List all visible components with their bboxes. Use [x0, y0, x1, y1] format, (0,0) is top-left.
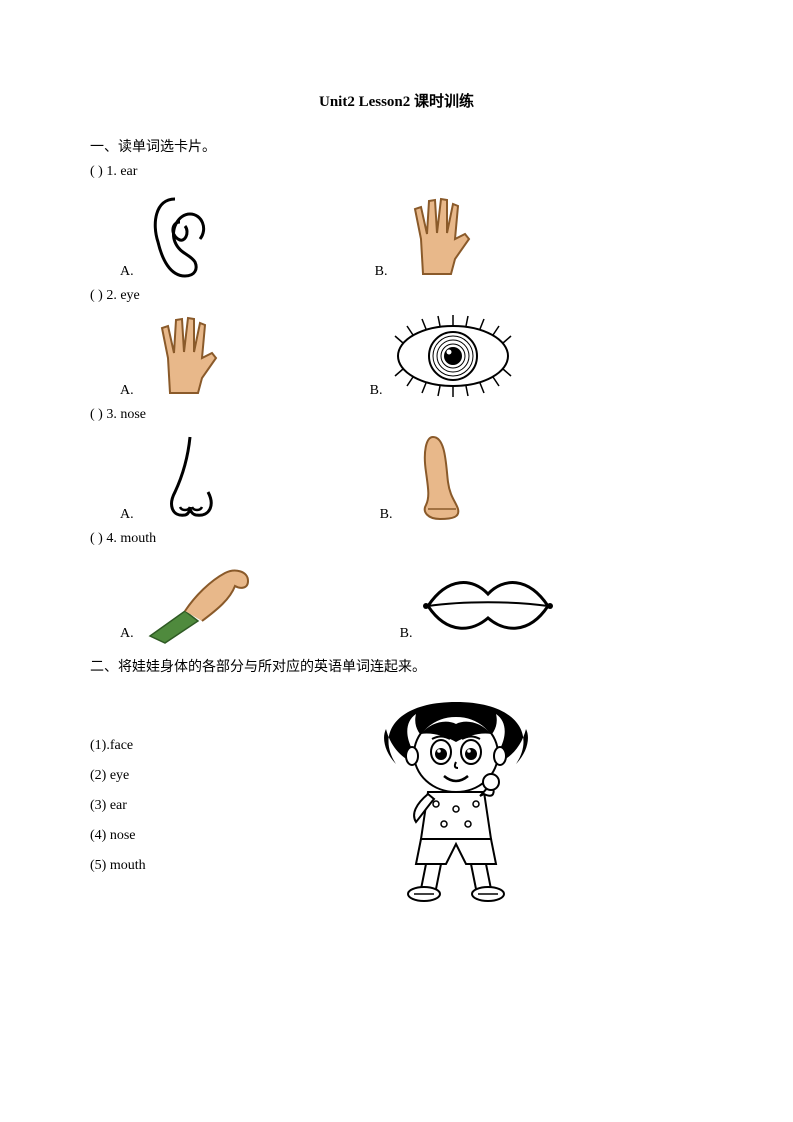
hand-icon [393, 189, 483, 284]
section2-heading: 二、将娃娃身体的各部分与所对应的英语单词连起来。 [90, 656, 703, 676]
q2-choices: A. B. [120, 308, 703, 403]
hand-icon [140, 308, 230, 403]
section2-word-list: (1).face (2) eye (3) ear (4) nose (5) mo… [90, 724, 146, 888]
q1-text: ( ) 1. ear [90, 164, 703, 180]
q3-a-label: A. [120, 507, 134, 527]
page-title: Unit2 Lesson2 课时训练 [90, 90, 703, 111]
q3-choice-b[interactable]: B. [380, 427, 474, 527]
q1-choices: A. B. [120, 184, 703, 284]
q4-choices: A. B. [120, 551, 703, 646]
q3-b-label: B. [380, 507, 393, 527]
q4-text: ( ) 4. mouth [90, 531, 703, 547]
word-eye[interactable]: (2) eye [90, 768, 146, 784]
q3-choices: A. B. [120, 427, 703, 527]
worksheet-page: Unit2 Lesson2 课时训练 一、读单词选卡片。 ( ) 1. ear … [0, 0, 793, 959]
q2-choice-b[interactable]: B. [370, 308, 519, 403]
q3-text: ( ) 3. nose [90, 407, 703, 423]
leg-icon [140, 551, 260, 646]
q2-text: ( ) 2. eye [90, 288, 703, 304]
q4-choice-b[interactable]: B. [400, 566, 559, 646]
section1-heading: 一、读单词选卡片。 [90, 136, 703, 156]
section2-content: (1).face (2) eye (3) ear (4) nose (5) mo… [90, 694, 703, 909]
q4-b-label: B. [400, 626, 413, 646]
q2-a-label: A. [120, 383, 134, 403]
q4-a-label: A. [120, 626, 134, 646]
word-nose[interactable]: (4) nose [90, 828, 146, 844]
q3-choice-a[interactable]: A. [120, 427, 240, 527]
q1-choice-a[interactable]: A. [120, 184, 235, 284]
q1-b-label: B. [375, 264, 388, 284]
q2-b-label: B. [370, 383, 383, 403]
q1-choice-b[interactable]: B. [375, 189, 484, 284]
nose-icon [140, 427, 240, 527]
q2-choice-a[interactable]: A. [120, 308, 230, 403]
foot-icon [398, 427, 473, 527]
mouth-icon [418, 566, 558, 646]
q1-a-label: A. [120, 264, 134, 284]
word-ear[interactable]: (3) ear [90, 798, 146, 814]
q4-choice-a[interactable]: A. [120, 551, 260, 646]
eye-icon [388, 308, 518, 403]
ear-icon [140, 184, 235, 284]
word-mouth[interactable]: (5) mouth [90, 858, 146, 874]
word-face[interactable]: (1).face [90, 738, 146, 754]
cartoon-girl-icon [366, 694, 546, 909]
